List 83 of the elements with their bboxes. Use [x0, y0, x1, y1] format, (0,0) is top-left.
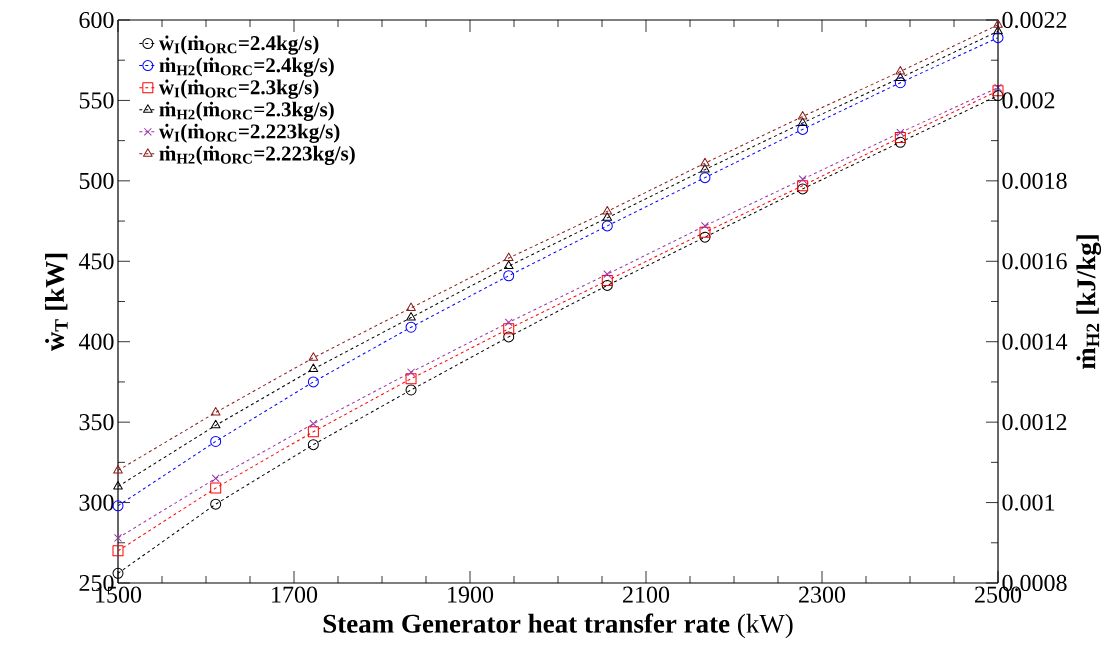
point: [503, 331, 515, 343]
y2-tick-label: 0.0012: [1002, 413, 1067, 431]
y-axis-title: ẇ$_{T}$ [kW]: [45, 253, 68, 352]
point: [993, 19, 1003, 28]
point: [504, 318, 513, 327]
point: [113, 464, 123, 474]
y-tick-label: 400: [78, 333, 114, 350]
point: [307, 376, 319, 388]
point: [699, 231, 711, 243]
point: [602, 212, 613, 221]
x-tick-label: 1900: [448, 586, 494, 603]
y2-tick-label: 0.0016: [1002, 253, 1067, 270]
point: [308, 363, 319, 373]
point: [307, 439, 319, 451]
x-axis-title: Steam Generator heat transfer rate (kW): [323, 613, 793, 639]
y-tick-label: 500: [79, 172, 114, 189]
point: [699, 172, 711, 184]
x-tick-label: 2100: [623, 586, 670, 603]
point: [700, 157, 710, 167]
point: [406, 302, 416, 311]
point: [503, 252, 514, 262]
x-tick-label: 2300: [799, 586, 846, 603]
point: [113, 480, 123, 490]
point: [894, 136, 906, 148]
point: [894, 77, 906, 89]
point: [894, 131, 906, 143]
point: [113, 533, 123, 542]
point: [210, 419, 221, 429]
y2-tick-label: 0.0014: [1002, 333, 1068, 350]
y2-tick-label: 0.002: [1002, 92, 1055, 109]
legend-label: ṁ$_{H2}$(ṁ$_{ORC}$=2.223kg/s): [159, 145, 355, 166]
point: [211, 474, 220, 483]
point: [405, 321, 417, 333]
point: [601, 279, 613, 291]
point: [797, 117, 808, 126]
y2-axis-title: ṁ$_{H2}$ [kJ/kg]: [1076, 235, 1102, 369]
point: [406, 312, 416, 321]
y-tick-label: 350: [79, 414, 114, 431]
legend-label: ẇ$_{I}$(ṁ$_{ORC}$=2.4kg/s): [158, 35, 319, 55]
point: [602, 205, 613, 215]
point: [601, 275, 613, 287]
point: [405, 373, 417, 385]
x-tick-label: 1700: [272, 586, 318, 603]
y2-tick-label: 0.001: [1002, 494, 1055, 511]
y2-tick-label: 0.0018: [1002, 172, 1067, 190]
y-tick-label: 600: [79, 11, 114, 29]
point: [112, 545, 124, 557]
point: [895, 65, 906, 75]
point: [503, 323, 515, 335]
point: [405, 384, 417, 396]
point: [895, 72, 906, 81]
legend-label: ẇ$_{I}$(ṁ$_{ORC}$=2.3kg/s): [158, 79, 319, 99]
point: [992, 32, 1004, 44]
point: [307, 426, 319, 438]
legend-label: ṁ$_{H2}$(ṁ$_{ORC}$=2.4kg/s): [159, 57, 334, 77]
y2-tick-label: 0.0022: [1002, 11, 1067, 29]
point: [210, 406, 221, 416]
point: [309, 419, 318, 428]
y-tick-label: 450: [78, 253, 114, 270]
point: [407, 368, 416, 377]
point: [993, 25, 1003, 35]
point: [210, 435, 222, 447]
point: [797, 123, 809, 135]
point: [700, 221, 709, 230]
y-tick-label: 300: [79, 494, 114, 511]
point: [896, 128, 905, 137]
legend-label: ẇ$_{I}$(ṁ$_{ORC}$=2.223kg/s): [158, 123, 340, 143]
point: [993, 83, 1003, 92]
point: [699, 226, 711, 238]
point: [503, 270, 515, 282]
point: [603, 270, 612, 279]
point: [601, 220, 613, 232]
point: [308, 352, 319, 361]
point: [797, 111, 808, 120]
point: [210, 498, 222, 510]
point: [992, 85, 1004, 97]
legend-label: ṁ$_{H2}$(ṁ$_{ORC}$=2.3kg/s): [159, 101, 334, 121]
point: [112, 567, 124, 579]
point: [700, 164, 710, 173]
point: [503, 260, 514, 270]
y-tick-label: 550: [79, 92, 114, 109]
point: [798, 175, 807, 184]
point: [210, 482, 222, 494]
